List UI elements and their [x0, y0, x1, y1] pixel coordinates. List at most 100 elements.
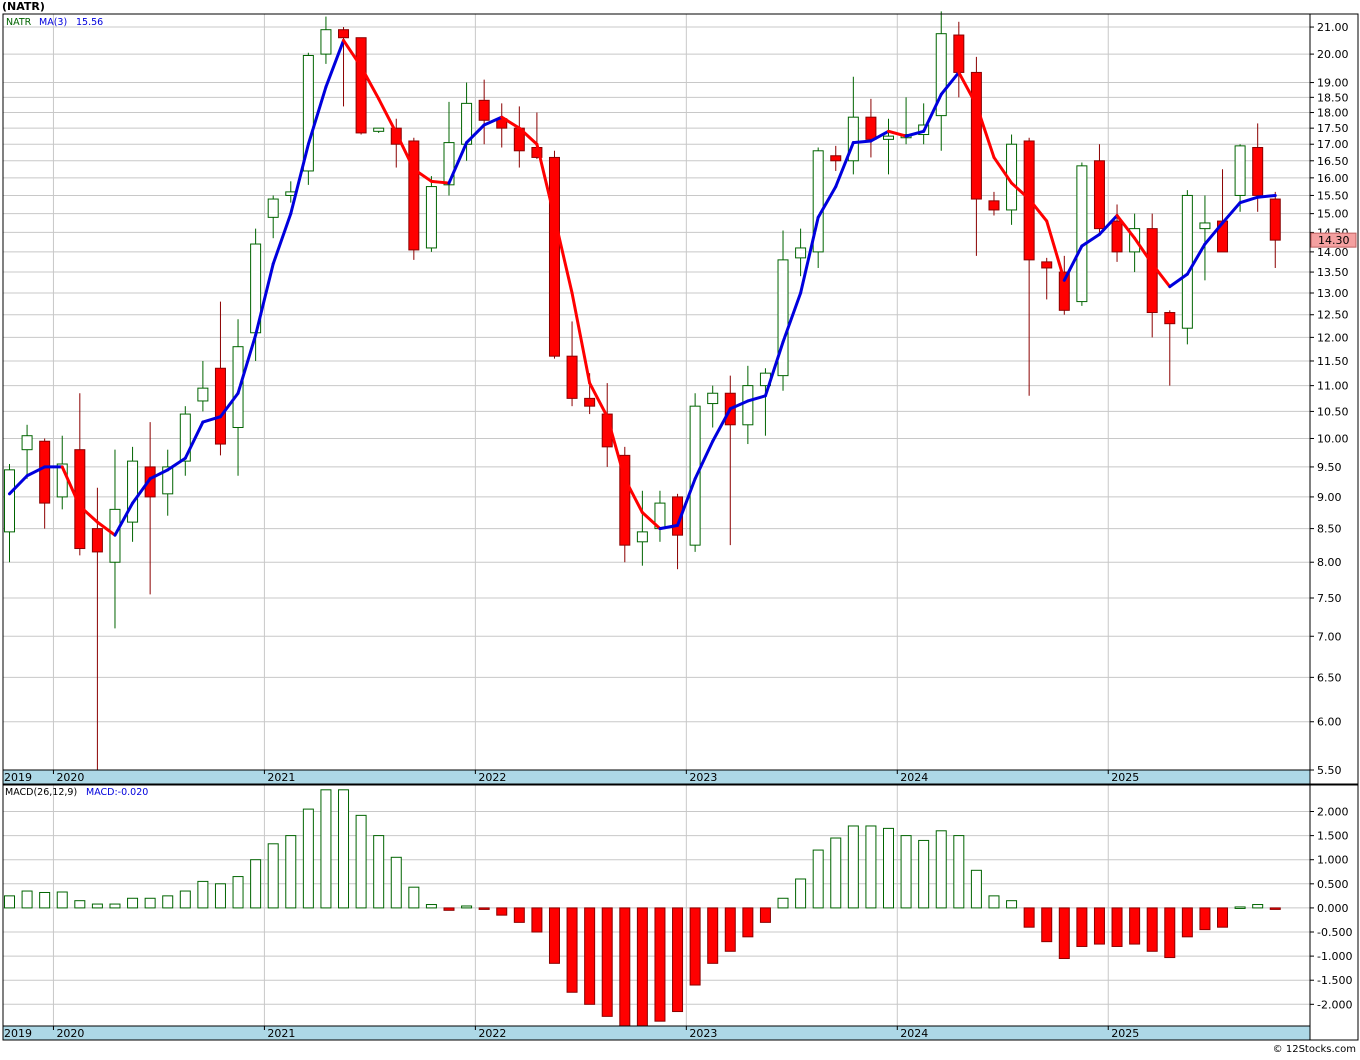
candle-body	[795, 247, 807, 259]
macd-bar	[1164, 907, 1176, 959]
price-tick-label: 7.00	[1317, 630, 1342, 643]
candle	[355, 37, 367, 135]
macd-bar	[742, 907, 754, 938]
candle	[1023, 137, 1035, 396]
chart-title: (NATR)	[2, 0, 45, 13]
candle-body	[179, 413, 191, 462]
macd-bar	[144, 897, 156, 909]
candle-body	[1093, 160, 1105, 230]
price-tick-label: 7.50	[1317, 592, 1342, 605]
candle-body	[847, 116, 859, 162]
price-legend-ma-value: 15.56	[76, 17, 103, 28]
ma-segment	[289, 142, 310, 216]
ma-segment	[974, 103, 996, 159]
macd-bar	[1252, 904, 1264, 909]
candle-body	[408, 140, 420, 251]
macd-year-label: 2020	[56, 1027, 84, 1040]
macd-bar	[390, 856, 402, 909]
macd-x-axis: 2019 2020 2021 2022 2023 2024 2025	[2, 1025, 1311, 1041]
candle	[865, 98, 877, 158]
candle-body	[267, 198, 279, 218]
macd-bar	[91, 903, 103, 909]
macd-bar	[478, 907, 490, 910]
candle-body	[1164, 312, 1176, 325]
candle-body	[619, 454, 631, 546]
macd-bar	[1093, 907, 1105, 945]
price-tick-label: 10.50	[1317, 405, 1349, 418]
ma-segment	[1150, 262, 1172, 289]
candle	[953, 21, 965, 98]
macd-bar	[1146, 907, 1158, 952]
candle	[795, 228, 807, 277]
ma-segment	[218, 391, 240, 419]
candle-body	[91, 528, 103, 553]
candle-body	[777, 259, 789, 377]
price-tick-label: 8.00	[1317, 556, 1342, 569]
ma-segment	[746, 394, 767, 403]
ma-segment	[254, 262, 275, 337]
candle-body	[1252, 146, 1264, 196]
ma-segment	[552, 215, 574, 295]
candle-body	[197, 387, 209, 402]
macd-year-label: 2023	[689, 1027, 717, 1040]
price-tick-label: 18.50	[1317, 91, 1349, 104]
macd-bar	[531, 907, 543, 933]
price-tick-label: 6.00	[1317, 716, 1342, 729]
candle	[636, 490, 648, 566]
candle	[91, 487, 103, 776]
moving-average-line	[8, 38, 1277, 537]
macd-bar	[812, 849, 824, 909]
ma-segment	[904, 129, 926, 138]
candle-body	[302, 54, 314, 172]
ma-segment	[1256, 193, 1277, 199]
candle-body	[812, 150, 824, 253]
macd-bar	[636, 907, 648, 1027]
macd-tick-label: 1.000	[1317, 854, 1349, 867]
candle-body	[1181, 194, 1193, 329]
macd-bar	[1041, 907, 1053, 943]
last-price-label: 14.30	[1318, 234, 1350, 247]
candle-body	[953, 34, 965, 73]
candle	[1093, 144, 1105, 233]
macd-bar	[918, 839, 930, 909]
candle	[162, 449, 174, 516]
macd-bar	[179, 890, 191, 909]
candle	[812, 147, 824, 268]
ma-segment	[1080, 232, 1101, 248]
ma-segment	[429, 179, 451, 185]
macd-legend-value: MACD:-0.020	[86, 787, 148, 798]
macd-bar	[1217, 907, 1229, 928]
ma-segment	[25, 465, 47, 478]
ma-segment	[992, 155, 1014, 185]
candle	[742, 365, 754, 445]
price-tick-label: 13.50	[1317, 266, 1349, 279]
candle-body	[320, 29, 332, 55]
macd-bar	[619, 907, 631, 1027]
ma-segment	[60, 465, 82, 508]
macd-bar	[830, 837, 842, 909]
macd-year-label: 2022	[478, 1027, 506, 1040]
candle	[1058, 255, 1070, 315]
macd-bar	[900, 835, 912, 909]
price-tick-label: 5.50	[1317, 764, 1342, 777]
candle	[408, 137, 420, 260]
price-year-label: 2020	[56, 771, 84, 784]
candle	[39, 438, 51, 529]
ma-segment	[236, 333, 258, 395]
ma-segment	[394, 131, 416, 171]
macd-bar	[847, 825, 859, 909]
macd-bar	[584, 907, 596, 1005]
macd-year-label: 2024	[900, 1027, 928, 1040]
price-candles	[4, 11, 1281, 776]
macd-bar	[1269, 907, 1281, 910]
macd-bar	[1023, 907, 1035, 928]
candle-body	[584, 397, 596, 407]
candle	[478, 79, 490, 145]
candle	[1164, 310, 1176, 386]
candle	[707, 385, 719, 428]
macd-bar	[777, 897, 789, 909]
macd-bar	[461, 905, 473, 909]
ma-segment	[271, 212, 293, 266]
